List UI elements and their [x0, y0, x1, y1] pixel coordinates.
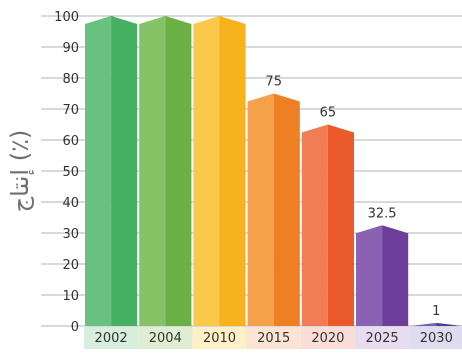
bar-face-right-2020: [327, 124, 354, 326]
category-band-2030: [409, 327, 462, 349]
bar-face-left-2030: [410, 322, 437, 326]
y-tick-label-100: 100: [54, 10, 79, 25]
y-tick-label-40: 40: [62, 196, 79, 211]
bar-2002: [85, 16, 138, 326]
y-tick-label-30: 30: [62, 227, 79, 242]
category-band-2004: [138, 327, 193, 349]
bar-face-left-2004: [139, 16, 166, 326]
y-tick-label-10: 10: [62, 289, 79, 304]
x-tick-label-2020: 2020: [311, 331, 344, 346]
bar-face-right-2004: [165, 16, 192, 326]
y-tick-label-70: 70: [62, 103, 79, 118]
bar-2020: [301, 124, 354, 326]
y-tick-label-80: 80: [62, 72, 79, 87]
category-band-2015: [246, 327, 301, 349]
bar-face-left-2025: [356, 225, 383, 326]
category-band-2002: [84, 327, 139, 349]
value-label-2025: 32.5: [368, 206, 397, 221]
x-tick-label-2004: 2004: [149, 331, 182, 346]
bar-face-left-2010: [193, 16, 220, 326]
bar-2015: [247, 93, 300, 326]
y-tick-label-20: 20: [62, 258, 79, 273]
bar-face-right-2030: [436, 322, 462, 326]
category-band-layer: [84, 327, 462, 349]
bar-face-left-2020: [301, 124, 328, 326]
bar-face-left-2015: [247, 93, 274, 326]
x-tick-label-2015: 2015: [257, 331, 290, 346]
category-band-2010: [192, 327, 247, 349]
value-label-2030: 1: [432, 304, 440, 319]
y-tick-label-0: 0: [71, 320, 79, 335]
y-tick-label-50: 50: [62, 165, 79, 180]
bar-face-right-2002: [111, 16, 138, 326]
category-band-2025: [355, 327, 410, 349]
bar-2010: [193, 16, 246, 326]
y-tick-label-60: 60: [62, 134, 79, 149]
x-tick-label-2025: 2025: [366, 331, 399, 346]
bar-2025: [356, 225, 409, 326]
y-tick-label-90: 90: [62, 41, 79, 56]
bar-face-right-2025: [382, 225, 409, 326]
y-axis-title: إنتاج (٪): [6, 130, 35, 213]
x-tick-label-2030: 2030: [420, 331, 453, 346]
value-label-2015: 75: [265, 75, 282, 90]
bar-face-left-2002: [85, 16, 112, 326]
bar-2030: [410, 322, 462, 326]
category-band-2020: [300, 327, 355, 349]
bar-face-right-2010: [219, 16, 246, 326]
bar-2004: [139, 16, 192, 326]
x-tick-label-2002: 2002: [95, 331, 128, 346]
value-label-2020: 65: [320, 106, 337, 121]
bar-face-right-2015: [273, 93, 300, 326]
x-tick-label-2010: 2010: [203, 331, 236, 346]
bar-layer: [85, 16, 462, 326]
